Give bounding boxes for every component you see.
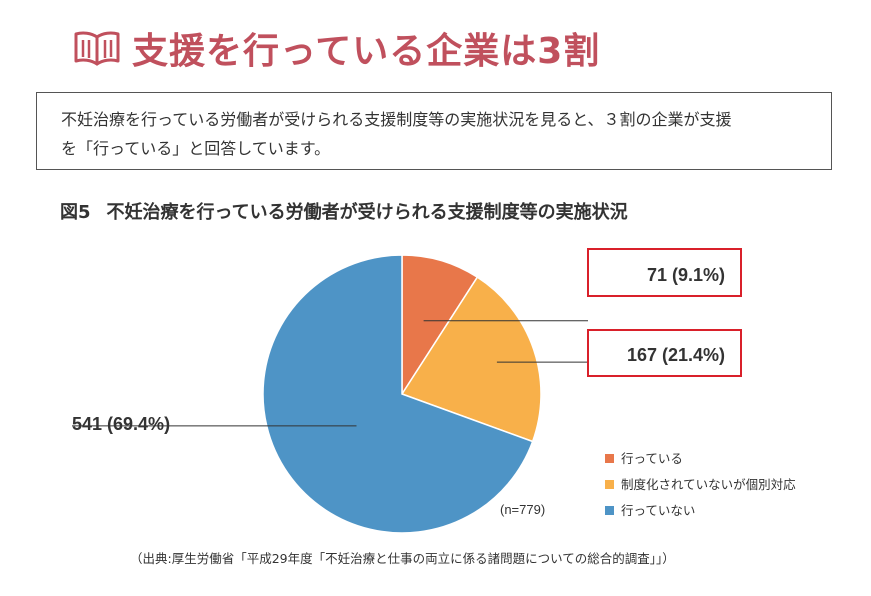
figure-title-text: 不妊治療を行っている労働者が受けられる支援制度等の実施状況 [106,202,628,223]
summary-box: 不妊治療を行っている労働者が受けられる支援制度等の実施状況を見ると、３割の企業が… [36,92,832,170]
pie-slice-2 [400,276,542,443]
data-label-2: 167 (21.4%) [627,345,725,365]
legend-label-1: 行っている [621,452,683,466]
data-label-3: 541 (69.4%) [72,414,170,434]
sample-size-label: (n=779) [500,502,545,517]
pie-slice-1 [401,254,479,397]
summary-line-2: を「行っている」と回答しています。 [61,139,331,158]
summary-line-1: 不妊治療を行っている労働者が受けられる支援制度等の実施状況を見ると、３割の企業が… [61,110,732,129]
legend-label-3: 行っていない [621,504,695,518]
figure-number: 図5 [60,202,91,223]
figure-title: 図5 不妊治療を行っている労働者が受けられる支援制度等の実施状況 [60,198,628,224]
legend-swatch-3 [605,506,614,515]
highlight-box-1 [587,248,742,297]
legend-swatch-2 [605,480,614,489]
legend-label-2: 制度化されていないが個別対応 [621,477,796,492]
page-title: 支援を行っている企業は3割 [132,31,601,72]
source-note: （出典:厚生労働省「平成29年度「不妊治療と仕事の両立に係る諸問題についての総合… [130,551,675,566]
section-heading: 支援を行っている企業は3割 [72,22,600,74]
legend-swatch-1 [605,454,614,463]
highlight-box-2 [587,329,742,377]
book-icon [74,31,120,66]
data-label-1: 71 (9.1%) [647,265,725,285]
pie-slice-3 [262,254,534,534]
